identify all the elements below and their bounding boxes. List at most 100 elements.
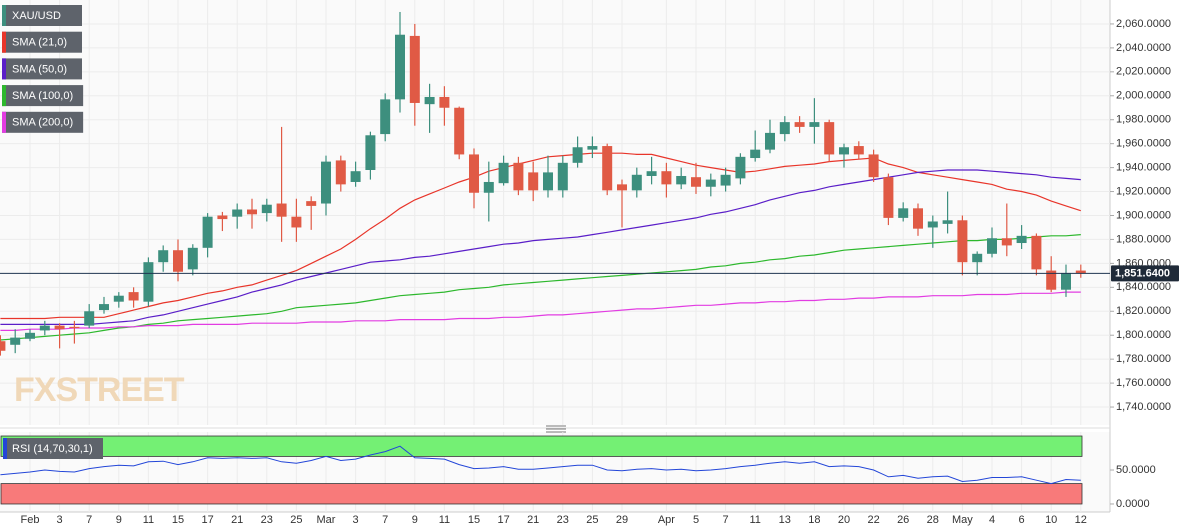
sma-line [0, 291, 1081, 331]
candle-body [1001, 238, 1012, 246]
y-tick-label: 1,840.0000 [1116, 281, 1171, 293]
candle-body [1075, 270, 1086, 274]
x-tick-label: 28 [927, 514, 939, 526]
candle-body [913, 208, 923, 229]
rsi-line [0, 445, 1081, 485]
candle-body [661, 171, 672, 185]
candle-body [1016, 235, 1027, 244]
y-tick-label: 2,000.0000 [1116, 90, 1171, 102]
legend-entry[interactable]: SMA (200,0) [2, 111, 84, 133]
candle-body [705, 179, 716, 187]
candle-body [498, 162, 509, 184]
legend-swatch [2, 85, 6, 107]
candle-body [587, 146, 598, 150]
candle-body [261, 204, 272, 214]
candle-body [646, 171, 657, 176]
x-tick-label: 18 [808, 514, 820, 526]
candle-body [839, 147, 849, 155]
candle-body [39, 325, 50, 331]
candle-body [617, 184, 627, 191]
legend-box [2, 58, 82, 80]
legend-entry[interactable]: SMA (50,0) [2, 58, 82, 80]
legend-label: SMA (21,0) [12, 37, 67, 49]
x-tick-label: 13 [779, 514, 791, 526]
x-tick-label: 17 [201, 514, 213, 526]
y-tick-label: 2,040.0000 [1116, 42, 1171, 54]
candle-body [853, 146, 864, 155]
candle-body [513, 162, 524, 191]
candle-body [1046, 270, 1057, 290]
candle-body [765, 132, 775, 150]
candle-body [794, 122, 805, 127]
x-tick-label: 17 [497, 514, 509, 526]
candle-body [0, 341, 6, 351]
candle-body [321, 161, 331, 204]
price-panel [0, 0, 1110, 425]
candle-body [528, 172, 539, 191]
x-tick-label: 25 [290, 514, 302, 526]
candle-body [942, 220, 953, 224]
candle-body [483, 181, 494, 193]
sma-line [0, 234, 1081, 341]
candle-body [395, 34, 405, 100]
x-tick-label: 3 [353, 514, 359, 526]
y-tick-label: 1,780.0000 [1116, 353, 1171, 365]
candle-body [735, 156, 746, 179]
legend-label: SMA (50,0) [12, 63, 67, 75]
x-tick-label: 7 [86, 514, 92, 526]
candle-body [572, 147, 583, 163]
x-tick-label: Feb [21, 514, 40, 526]
legend-box [2, 85, 84, 107]
candle-body [25, 332, 35, 339]
candle-body [84, 311, 95, 326]
candle-body [750, 149, 761, 159]
candle-body [291, 216, 302, 228]
legend-entry[interactable]: SMA (21,0) [2, 31, 82, 53]
candle-body [202, 216, 213, 248]
candle-body [972, 253, 983, 263]
legend: XAU/USD SMA (21,0) SMA (50,0) SMA (100,0) SM… [2, 5, 84, 133]
x-tick-label: 12 [1075, 514, 1087, 526]
x-tick-label: 11 [143, 514, 154, 526]
y-tick-label: 1,920.0000 [1116, 185, 1171, 197]
legend-swatch [2, 111, 6, 133]
candle-body [439, 96, 450, 108]
candle-body [898, 208, 909, 218]
x-tick-label: 9 [412, 514, 418, 526]
legend-swatch [2, 58, 6, 80]
legend-box [2, 31, 82, 53]
x-tick-label: 15 [468, 514, 480, 526]
x-tick-label: 4 [989, 514, 995, 526]
candle-body [454, 107, 465, 155]
x-tick-label: 11 [749, 514, 760, 526]
rsi-band [0, 435, 1083, 457]
candle-body [306, 201, 317, 206]
legend-box [2, 5, 82, 26]
y-tick-label: 1,820.0000 [1116, 305, 1171, 317]
legend-swatch [2, 5, 6, 26]
candle-body [217, 215, 228, 220]
y-tick-label: 2,020.0000 [1116, 66, 1171, 78]
x-tick-label: 15 [172, 514, 184, 526]
candle-body [883, 177, 894, 218]
candle-body [173, 250, 183, 272]
candle-body [824, 122, 835, 155]
candle-body [469, 154, 479, 193]
x-tick-label: 21 [527, 514, 539, 526]
candle-body [720, 174, 731, 186]
legend-entry[interactable]: XAU/USD [2, 5, 82, 26]
candle-body [543, 172, 553, 191]
y-tick-label: 1,960.0000 [1116, 138, 1171, 150]
y-tick-label: 1,760.0000 [1116, 377, 1171, 389]
legend-label: XAU/USD [12, 10, 61, 22]
x-tick-label: 11 [439, 514, 450, 526]
candle-body [10, 337, 21, 345]
x-tick-label: 26 [897, 514, 909, 526]
x-tick-label: Mar [317, 514, 336, 526]
x-tick-label: 5 [693, 514, 699, 526]
legend-entry[interactable]: SMA (100,0) [2, 85, 84, 107]
candle-body [143, 262, 154, 302]
candle-body [232, 209, 243, 217]
